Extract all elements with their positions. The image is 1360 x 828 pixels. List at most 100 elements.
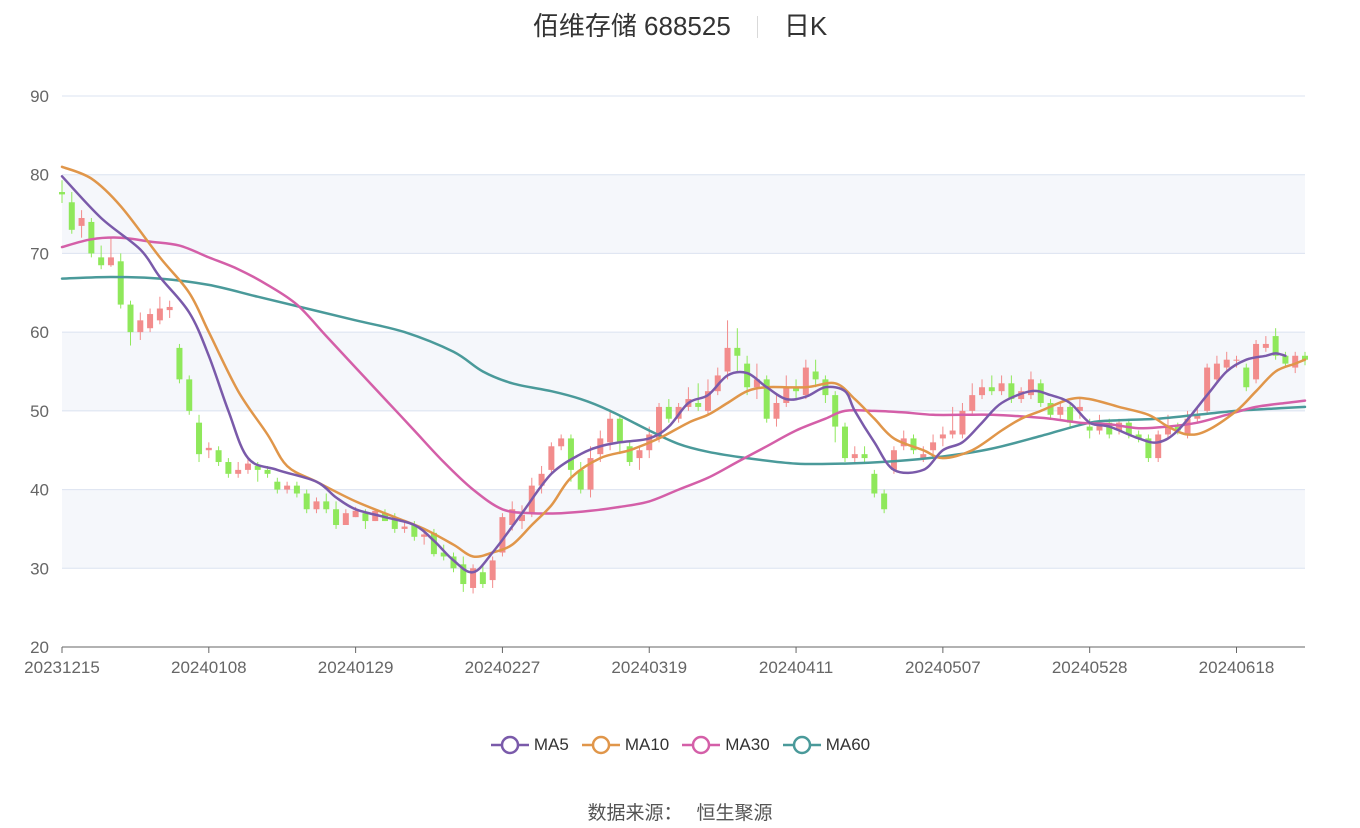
candle <box>567 434 574 482</box>
plot-background <box>62 174 1305 569</box>
candle <box>225 458 232 478</box>
candle-body <box>695 402 702 407</box>
candle-body <box>1125 422 1132 435</box>
legend-label: MA60 <box>825 735 871 754</box>
candle-body <box>1008 383 1015 400</box>
candle <box>450 552 457 573</box>
candle <box>793 379 800 400</box>
x-tick-label: 20240227 <box>465 658 541 677</box>
candle <box>401 521 408 533</box>
candle-body <box>391 517 398 529</box>
legend-item-ma30[interactable]: MA30 <box>681 734 770 756</box>
candle-body <box>323 501 330 510</box>
candle <box>763 375 770 423</box>
candle-body <box>832 395 839 427</box>
candle-body <box>244 463 251 470</box>
candle-body <box>577 469 584 490</box>
candle-body <box>920 454 927 459</box>
candle <box>988 375 995 396</box>
candle <box>196 414 203 463</box>
candle <box>753 363 760 400</box>
candle-body <box>930 442 937 451</box>
candle-body <box>499 517 506 553</box>
candle <box>284 481 291 494</box>
candle <box>969 383 976 415</box>
candle-body <box>215 450 222 463</box>
candle <box>1018 387 1025 403</box>
candle-body <box>421 534 428 537</box>
candle-body <box>127 304 134 333</box>
candle-body <box>411 524 418 537</box>
candle-body <box>303 493 310 510</box>
candle <box>841 422 848 463</box>
candle-body <box>186 379 193 411</box>
candle-body <box>734 347 741 356</box>
candle <box>1027 371 1034 400</box>
candle <box>881 489 888 514</box>
x-axis: 20231215 20240108 20240129 20240227 20240319… <box>24 646 1305 677</box>
candle <box>303 489 310 514</box>
candle-body <box>333 509 340 525</box>
title-separator <box>756 16 758 38</box>
candle <box>998 375 1005 396</box>
candle-body <box>1106 422 1113 435</box>
candle-body <box>1292 355 1299 368</box>
candle-body <box>998 383 1005 392</box>
x-tick-label: 20240618 <box>1199 658 1275 677</box>
data-source: 数据来源： 恒生聚源 <box>0 798 1360 825</box>
candle <box>861 446 868 463</box>
candle <box>127 300 134 346</box>
y-axis-ticks: 20 30 40 50 60 70 80 90 <box>30 87 49 657</box>
y-tick-label: 60 <box>30 323 49 342</box>
candle-body <box>763 379 770 419</box>
candle <box>137 312 144 341</box>
legend-item-ma5[interactable]: MA5 <box>490 734 569 756</box>
candle-body <box>284 485 291 490</box>
legend-item-ma60[interactable]: MA60 <box>782 734 870 756</box>
candle <box>695 383 702 411</box>
candle <box>1213 355 1220 384</box>
candle <box>871 469 878 498</box>
candle-body <box>1047 402 1054 415</box>
candle-body <box>293 485 300 494</box>
candle <box>244 458 251 474</box>
candle-body <box>225 462 232 474</box>
candle <box>59 180 65 204</box>
candle <box>636 446 643 470</box>
candle <box>333 501 340 529</box>
candle <box>734 328 741 372</box>
candle-body <box>1282 355 1289 364</box>
candle-body <box>812 371 819 380</box>
ma-line-ma60 <box>60 275 1307 466</box>
candle <box>538 465 545 494</box>
candle-body <box>841 426 848 459</box>
candle <box>98 245 105 270</box>
grid-band <box>62 174 1305 254</box>
candle <box>1155 430 1162 463</box>
candle <box>1057 402 1064 419</box>
source-value: 恒生聚源 <box>696 803 773 824</box>
candle-body <box>1135 434 1142 439</box>
candle-body <box>78 218 85 226</box>
legend-item-ma10[interactable]: MA10 <box>581 734 669 756</box>
candle-body <box>430 532 437 555</box>
stock-name-code: 佰维存储 688525 <box>532 11 731 41</box>
candle-body <box>460 564 467 585</box>
candle-body <box>939 434 946 439</box>
candle-body <box>235 469 242 474</box>
candle-body <box>871 473 878 494</box>
y-tick-label: 40 <box>30 481 49 500</box>
candle-body <box>1174 426 1181 431</box>
candle-body <box>773 402 780 419</box>
candle <box>470 564 477 594</box>
candle <box>313 497 320 514</box>
candle <box>558 434 565 451</box>
candle-body <box>587 458 594 490</box>
candle-body <box>88 221 95 254</box>
candle-body <box>264 469 271 474</box>
grid-lines <box>62 95 1305 569</box>
candle-body <box>626 446 633 463</box>
legend: MA5 MA10 MA30 MA60 <box>0 734 1360 756</box>
candle <box>979 379 986 400</box>
candle <box>479 564 486 588</box>
